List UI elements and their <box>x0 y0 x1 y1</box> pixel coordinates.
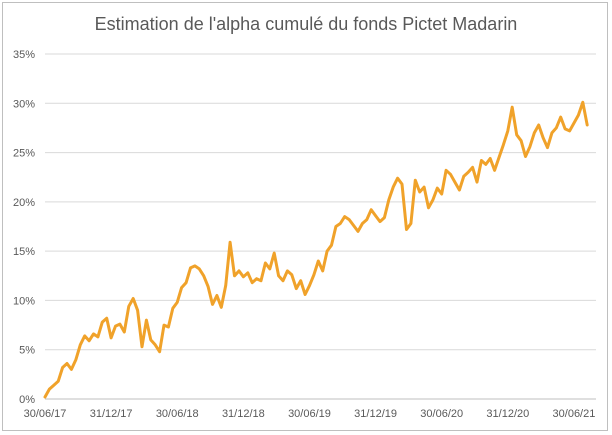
x-tick-label: 31/12/18 <box>222 408 265 420</box>
x-tick-label: 31/12/17 <box>90 408 133 420</box>
x-tick-label: 30/06/21 <box>553 408 596 420</box>
x-tick-label: 30/06/17 <box>24 408 67 420</box>
x-tick-label: 30/06/19 <box>288 408 331 420</box>
chart-frame <box>2 2 608 431</box>
x-tick-label: 30/06/18 <box>156 408 199 420</box>
chart-title: Estimation de l'alpha cumulé du fonds Pi… <box>94 14 518 34</box>
series-layer <box>43 100 589 399</box>
y-tick-label: 20% <box>13 197 35 209</box>
y-tick-label: 15% <box>13 246 35 258</box>
x-axis-ticks: 30/06/17 31/12/17 30/06/18 31/12/18 30/06/19… <box>24 408 596 420</box>
y-tick-label: 0% <box>19 394 35 406</box>
gridlines <box>45 53 596 400</box>
y-tick-label: 25% <box>13 148 35 160</box>
x-tick-label: 30/06/20 <box>420 408 463 420</box>
x-tick-label: 31/12/19 <box>354 408 397 420</box>
series-line <box>43 100 589 399</box>
y-axis-ticks: 0% 5% 10% 15% 20% 25% 30% 35% <box>13 49 35 406</box>
y-tick-label: 5% <box>19 345 35 357</box>
x-tick-label: 31/12/20 <box>486 408 529 420</box>
y-tick-label: 35% <box>13 49 35 61</box>
y-tick-label: 10% <box>13 295 35 307</box>
y-tick-label: 30% <box>13 98 35 110</box>
